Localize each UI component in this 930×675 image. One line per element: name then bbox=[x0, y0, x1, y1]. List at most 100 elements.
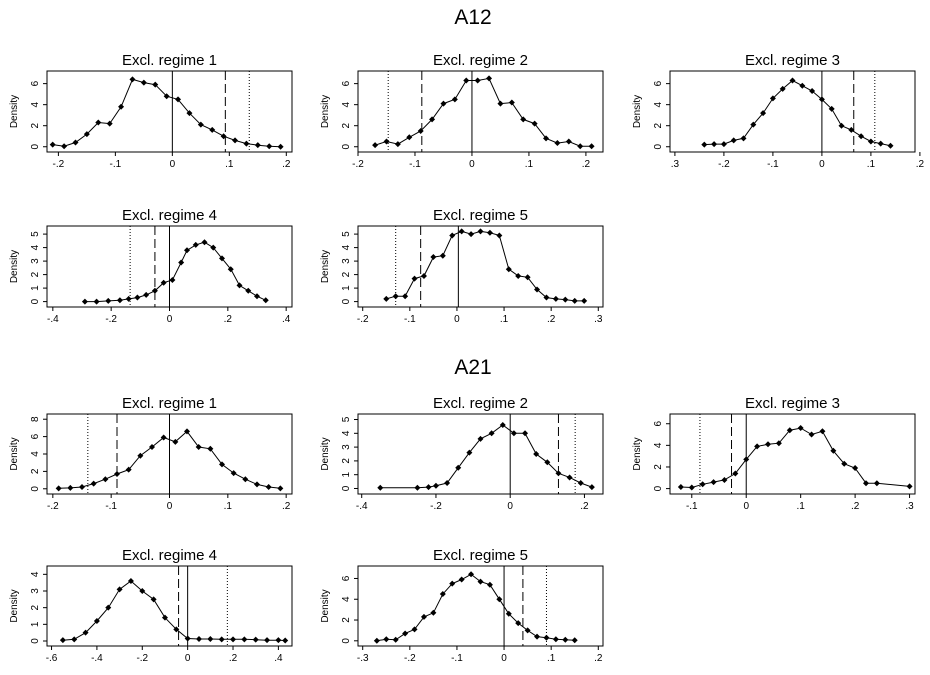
data-point bbox=[232, 137, 239, 144]
data-point bbox=[192, 241, 199, 248]
data-point bbox=[544, 459, 551, 466]
y-tick-label: 5 bbox=[341, 231, 352, 237]
x-tick-label: -.2 bbox=[352, 159, 364, 170]
y-tick-label: 4 bbox=[341, 596, 352, 602]
x-tick-label: -.1 bbox=[110, 159, 122, 170]
data-point bbox=[510, 430, 517, 437]
plot-frame bbox=[357, 413, 604, 495]
y-tick-label: 6 bbox=[653, 421, 664, 427]
data-point bbox=[505, 610, 512, 617]
data-point bbox=[219, 255, 225, 262]
data-point bbox=[732, 470, 739, 477]
y-tick-label: 0 bbox=[341, 638, 352, 644]
data-point bbox=[524, 274, 531, 281]
data-point bbox=[105, 604, 112, 611]
data-point bbox=[172, 438, 179, 445]
data-point bbox=[178, 259, 185, 266]
group-title-a21: A21 bbox=[454, 356, 492, 379]
x-tick-label: -.1 bbox=[767, 159, 779, 170]
data-point bbox=[118, 103, 125, 110]
data-point bbox=[71, 636, 78, 643]
x-tick-label: -.3 bbox=[357, 653, 369, 664]
data-point bbox=[887, 142, 894, 149]
data-point bbox=[552, 295, 559, 302]
y-tick-label: 0 bbox=[30, 638, 41, 644]
y-tick-label: 2 bbox=[341, 458, 352, 464]
data-point bbox=[105, 297, 112, 304]
data-point bbox=[852, 465, 859, 472]
data-point bbox=[543, 135, 550, 142]
data-point bbox=[93, 618, 100, 624]
y-tick-label: 0 bbox=[341, 144, 352, 150]
data-point bbox=[243, 140, 250, 147]
data-point bbox=[769, 95, 776, 102]
data-point bbox=[543, 294, 550, 301]
data-point bbox=[264, 637, 271, 644]
data-point bbox=[858, 133, 865, 140]
chart-title: Excl. regime 4 bbox=[122, 547, 217, 564]
data-point bbox=[486, 75, 493, 82]
data-point bbox=[140, 79, 147, 86]
data-point bbox=[417, 127, 424, 134]
x-tick-label: .3 bbox=[671, 159, 680, 170]
data-point bbox=[411, 275, 418, 282]
data-point bbox=[129, 76, 136, 83]
data-point bbox=[760, 110, 767, 117]
y-tick-label: 3 bbox=[341, 444, 352, 450]
y-tick-label: 4 bbox=[30, 571, 41, 577]
data-point bbox=[430, 254, 437, 261]
data-point bbox=[275, 637, 282, 644]
x-tick-label: -.6 bbox=[46, 653, 58, 664]
chart-panel-a12-4: Excl. regime 4 Density 0 1 2 3 4 5 -.4 -.2 0 .2 .4 bbox=[9, 207, 293, 325]
data-point bbox=[848, 126, 855, 133]
data-point bbox=[439, 591, 446, 598]
data-point bbox=[230, 470, 237, 477]
data-point bbox=[186, 110, 193, 117]
x-tick-label: .2 bbox=[851, 501, 860, 512]
data-point bbox=[577, 479, 584, 486]
data-point bbox=[277, 143, 284, 150]
data-point bbox=[496, 596, 503, 603]
x-tick-label: .1 bbox=[867, 159, 876, 170]
data-point bbox=[740, 135, 747, 142]
density-line bbox=[380, 424, 593, 489]
group-title-a12: A12 bbox=[454, 6, 492, 29]
data-point bbox=[711, 141, 718, 148]
y-tick-label: 1 bbox=[341, 471, 352, 477]
y-tick-label: 5 bbox=[30, 231, 41, 237]
data-point bbox=[524, 627, 531, 634]
data-point bbox=[195, 636, 202, 642]
data-point bbox=[134, 294, 141, 301]
chart-title: Excl. regime 2 bbox=[433, 52, 528, 69]
y-tick-label: 2 bbox=[341, 122, 352, 128]
data-point bbox=[151, 287, 158, 294]
data-point bbox=[266, 143, 273, 150]
data-point bbox=[730, 137, 737, 144]
data-point bbox=[227, 266, 234, 273]
x-tick-label: 0 bbox=[170, 159, 176, 170]
y-tick-label: 2 bbox=[653, 122, 664, 128]
y-tick-label: 2 bbox=[30, 468, 41, 474]
data-point bbox=[477, 228, 484, 235]
data-point bbox=[466, 449, 473, 456]
data-point bbox=[520, 116, 527, 123]
data-point bbox=[828, 105, 835, 112]
data-point bbox=[161, 614, 168, 621]
data-point bbox=[830, 447, 837, 454]
data-point bbox=[152, 81, 159, 88]
data-point bbox=[531, 120, 538, 127]
y-tick-label: 4 bbox=[30, 101, 41, 107]
data-point bbox=[565, 138, 572, 145]
data-point bbox=[818, 96, 825, 103]
y-axis-label: Density bbox=[320, 437, 331, 470]
data-point bbox=[577, 143, 584, 150]
data-point bbox=[160, 279, 167, 286]
data-point bbox=[254, 481, 260, 488]
chart-title: Excl. regime 1 bbox=[122, 395, 217, 412]
data-point bbox=[150, 596, 157, 603]
data-point bbox=[207, 636, 214, 642]
chart-panel-a12-2: Excl. regime 2 Density 0 2 4 6 -.2 -.1 0 .1 .2 bbox=[320, 52, 604, 170]
plot-frame bbox=[46, 70, 293, 153]
y-axis-label: Density bbox=[9, 589, 20, 622]
data-point bbox=[173, 626, 180, 633]
